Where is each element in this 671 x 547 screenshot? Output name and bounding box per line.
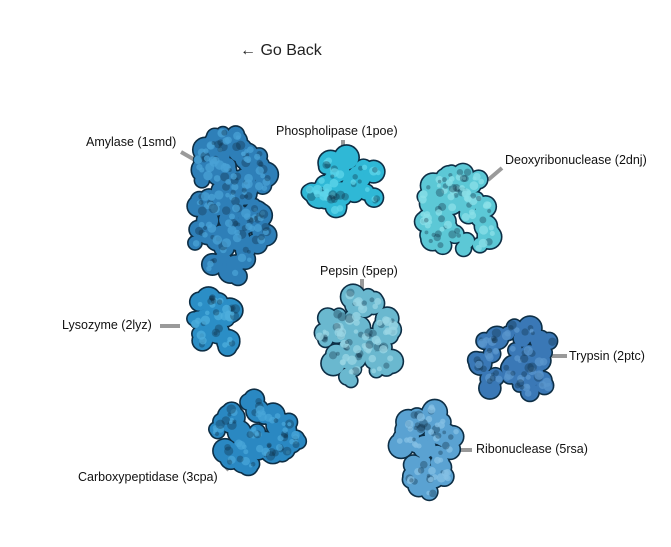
deoxyribonuclease-label[interactable]: Deoxyribonuclease (2dnj) — [505, 153, 647, 167]
ribonuclease-structure-image[interactable] — [388, 399, 465, 502]
phospholipase-label[interactable]: Phospholipase (1poe) — [276, 124, 398, 138]
deoxyribonuclease-leader — [488, 168, 502, 180]
lysozyme-structure-image[interactable] — [186, 286, 244, 357]
amylase-structure-image[interactable] — [186, 125, 279, 286]
pepsin-label[interactable]: Pepsin (5pep) — [320, 264, 398, 278]
phospholipase-structure-image[interactable] — [300, 144, 385, 218]
ribonuclease-label[interactable]: Ribonuclease (5rsa) — [476, 442, 588, 456]
trypsin-label[interactable]: Trypsin (2ptc) — [569, 349, 645, 363]
trypsin-structure-image[interactable] — [467, 315, 559, 402]
pepsin-structure-image[interactable] — [314, 283, 405, 388]
carboxypeptidase-structure-image[interactable] — [208, 388, 307, 476]
lysozyme-label[interactable]: Lysozyme (2lyz) — [62, 318, 152, 332]
carboxypeptidase-label[interactable]: Carboxypeptidase (3cpa) — [78, 470, 218, 484]
amylase-label[interactable]: Amylase (1smd) — [86, 135, 176, 149]
